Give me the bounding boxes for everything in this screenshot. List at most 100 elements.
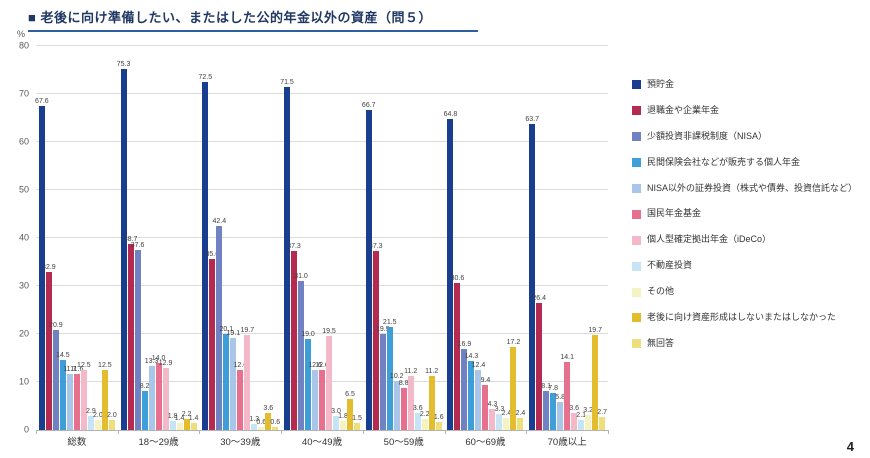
bar-wrap: 2.9 [86,46,96,430]
bar: 71.5 [280,79,294,430]
bar: 38.7 [124,236,137,430]
bar-value-label: 3.0 [331,407,341,415]
bar-value-label: 1.6 [433,414,444,422]
bar-wrap: 1.4 [189,46,198,430]
bar-wrap: 14.0 [152,46,165,430]
bar: 64.8 [444,111,457,430]
bar-value-label: 1.5 [352,414,362,422]
bar: 1.4 [189,415,198,430]
bar-wrap: 12.6 [315,46,329,430]
bar: 8.8 [399,380,409,430]
bar-wrap: 4.3 [488,46,497,430]
bar-wrap: 19.9 [376,46,390,430]
bar: 2.1 [576,412,586,430]
bar-wrap: 11.7 [63,46,76,430]
bar-wrap: 12.9 [159,46,172,430]
bar-value-label: 8.1 [541,383,552,391]
bar-wrap: 7.8 [548,46,559,430]
gridline [36,237,608,238]
bar-value-label: 67.6 [35,97,49,105]
bar-value-label: 37.6 [130,241,145,249]
bar: 13.3 [145,358,158,430]
y-axis-tick-label: 40 [18,232,29,243]
legend-swatch-icon [632,339,641,349]
bar-value-label: 2.0 [92,412,103,420]
bar-value-label: 37.3 [287,242,301,250]
x-axis-tick [444,430,446,434]
bar-wrap: 1.8 [168,46,177,430]
bar-wrap: 3.6 [569,46,579,430]
bar: 12.6 [233,362,247,430]
bar-value-label: 0.6 [270,419,281,427]
bar: 14.1 [560,354,574,430]
bar-wrap: 14.1 [560,46,574,430]
bar: 11.2 [425,368,438,430]
bar: 19.7 [240,327,254,430]
bar-value-label: 7.8 [548,384,559,392]
bar-groups: 67.6 32.9 20.9 14.5 11.7 11.6 12.5 2.9 2.0 12.5 2.… [35,46,608,430]
bar-wrap: 0.6 [270,46,280,430]
legend-label: 老後に向け資産形成はしないまたはしなかった [647,312,837,323]
bar: 30.6 [451,275,464,430]
x-axis-tick [199,430,201,434]
bar-wrap: 66.7 [362,46,376,430]
bar-wrap: 2.7 [597,46,607,430]
bar-value-label: 1.8 [338,413,348,421]
bar-value-label: 2.4 [501,410,512,418]
bar: 16.9 [458,341,471,430]
bar: 19.0 [301,331,315,430]
bar-wrap: 11.2 [425,46,438,430]
bar-wrap: 12.6 [308,46,322,430]
bar-group: 67.6 32.9 20.9 14.5 11.7 11.6 12.5 2.9 2.0 12.5 2.… [35,46,118,430]
bar: 2.4 [516,410,525,430]
legend-label: 無回答 [647,337,675,348]
bar: 21.5 [383,319,397,430]
bar-wrap: 72.5 [198,46,212,430]
bar: 14.3 [465,353,478,430]
bar: 2.2 [420,411,430,430]
bar-value-label: 2.2 [181,411,192,419]
bar: 12.4 [472,362,485,430]
bar: 8.2 [140,383,149,430]
page-number: 4 [846,439,854,454]
bar-value-label: 8.2 [139,382,150,390]
legend-swatch-icon [632,132,641,142]
legend-swatch-icon [632,80,641,90]
legend-label: その他 [647,286,675,297]
bar-wrap: 32.9 [42,46,56,430]
bar-wrap: 37.3 [369,46,383,430]
legend-label: 預貯金 [647,79,675,89]
bar-value-label: 12.9 [158,360,173,368]
bar-value-label: 17.2 [506,339,521,347]
bar-value-label: 3.3 [494,406,505,414]
legend-item: 老後に向け資産形成はしないまたはしなかった [632,312,864,323]
bar-value-label: 20.9 [49,321,63,329]
bar-value-label: 9.4 [480,376,491,384]
gridline [36,93,608,94]
bar-value-label: 71.5 [280,78,294,86]
bar-wrap: 75.3 [117,46,130,430]
legend-item: 退職金や企業年金 [632,105,864,116]
bar-group: 63.7 26.4 8.1 7.8 5.8 14.1 3.6 2.1 3.2 19.7 2.7 [525,46,608,430]
bar-wrap: 14.3 [465,46,478,430]
bar: 0.6 [270,419,280,430]
bar-value-label: 32.9 [42,264,56,272]
bar-value-label: 63.7 [525,116,539,124]
bar: 3.3 [495,406,504,430]
bar-wrap: 2.4 [516,46,525,430]
legend-label: 国民年金基金 [647,208,702,219]
bar-value-label: 2.1 [576,411,587,419]
legend-item: 不動産投資 [632,260,864,271]
bar: 3.6 [569,405,579,430]
bar-wrap: 6.5 [345,46,355,430]
bar-value-label: 19.0 [301,330,315,338]
bar-value-label: 20.1 [219,325,234,333]
bar-value-label: 2.0 [106,412,117,420]
bar-wrap: 9.4 [480,46,491,430]
y-axis-tick-label: 70 [18,88,29,99]
bar: 20.9 [49,322,63,430]
x-axis-category-label: 総数 [67,437,87,448]
bar-value-label: 26.4 [532,295,546,303]
bar-wrap: 2.1 [576,46,586,430]
